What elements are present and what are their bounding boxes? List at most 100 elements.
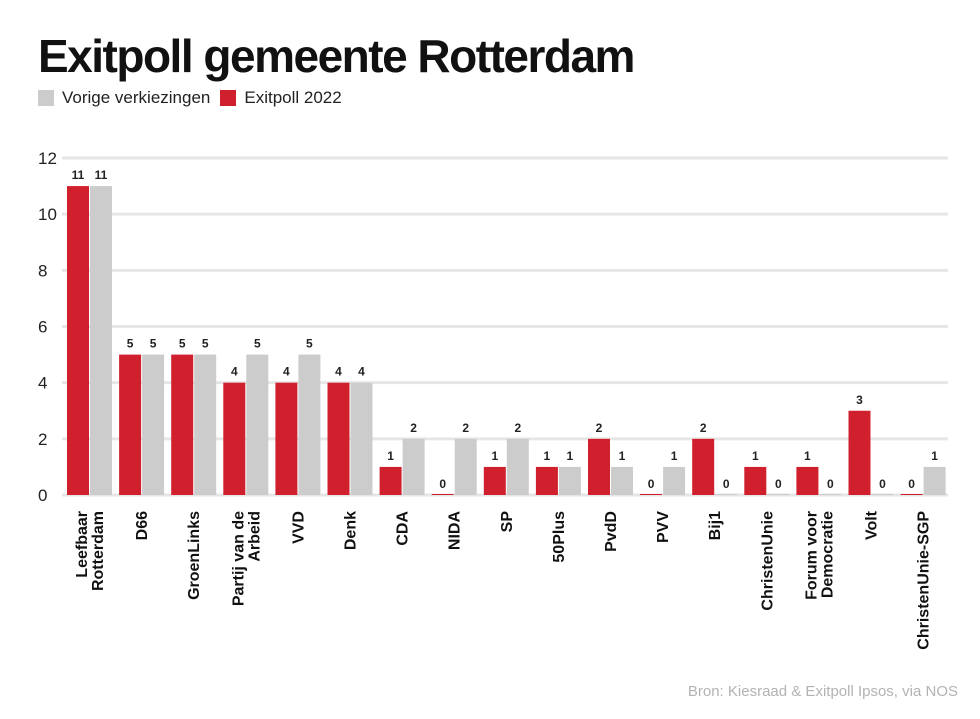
category-label-line: Rotterdam [90, 511, 107, 591]
category-label-line: SP [499, 511, 516, 533]
category-label-9: 50Plus [551, 511, 568, 563]
value-label-exitpoll-9: 1 [544, 449, 551, 463]
bar-vorige-9 [558, 466, 581, 495]
bar-exitpoll-16 [900, 494, 923, 495]
category-label-1: D66 [134, 511, 151, 540]
legend-label-vorige: Vorige verkiezingen [62, 88, 211, 107]
bar-vorige-4 [298, 354, 321, 495]
bar-vorige-10 [611, 466, 633, 495]
category-label-line: VVD [290, 511, 307, 544]
category-label-line: Leefbaar [74, 511, 91, 578]
value-label-vorige-15: 0 [879, 477, 886, 491]
bar-exitpoll-9 [535, 466, 558, 495]
bar-vorige-12 [715, 494, 738, 495]
bar-exitpoll-3 [223, 382, 246, 495]
bar-vorige-11 [663, 466, 686, 495]
category-label-8: SP [499, 511, 516, 533]
legend-swatch-exitpoll [220, 90, 237, 106]
value-label-vorige-12: 0 [723, 477, 730, 491]
category-label-4: VVD [290, 511, 307, 544]
bar-vorige-1 [142, 354, 165, 495]
value-label-vorige-8: 2 [514, 421, 521, 435]
value-label-exitpoll-10: 2 [596, 421, 603, 435]
bar-vorige-3 [246, 354, 269, 495]
bar-exitpoll-4 [275, 382, 298, 495]
bar-vorige-15 [871, 494, 894, 495]
value-label-exitpoll-0: 11 [72, 168, 85, 182]
bar-vorige-2 [194, 354, 217, 495]
bar-exitpoll-6 [379, 466, 402, 495]
y-tick-label-6: 6 [38, 318, 47, 337]
category-label-line: PVV [655, 511, 672, 543]
category-label-6: CDA [395, 511, 412, 546]
legend-item-vorige: Vorige verkiezingen [38, 88, 210, 108]
value-label-exitpoll-12: 2 [700, 421, 707, 435]
category-label-14: Forum voorDemocratie [803, 511, 836, 600]
value-label-exitpoll-3: 4 [231, 365, 238, 379]
bar-vorige-0 [90, 186, 112, 496]
bar-exitpoll-5 [327, 382, 350, 495]
value-label-exitpoll-1: 5 [127, 337, 134, 351]
y-tick-label-2: 2 [38, 430, 47, 449]
value-label-exitpoll-14: 1 [804, 449, 811, 463]
category-label-7: NIDA [447, 511, 464, 551]
category-label-line: NIDA [447, 511, 464, 551]
value-label-vorige-14: 0 [827, 477, 834, 491]
y-tick-label-10: 10 [38, 205, 57, 224]
value-label-vorige-13: 0 [775, 477, 782, 491]
value-label-exitpoll-11: 0 [648, 477, 655, 491]
value-label-vorige-10: 1 [619, 449, 626, 463]
bar-vorige-7 [454, 438, 477, 495]
category-label-line: Forum voor [803, 511, 820, 600]
value-label-vorige-4: 5 [306, 337, 313, 351]
bar-exitpoll-0 [67, 186, 89, 496]
category-label-2: GroenLinks [186, 511, 203, 600]
bar-vorige-16 [923, 466, 946, 495]
category-label-line: Volt [864, 510, 881, 540]
value-label-exitpoll-4: 4 [283, 365, 290, 379]
legend: Vorige verkiezingen Exitpoll 2022 [38, 88, 352, 108]
bar-exitpoll-14 [796, 466, 819, 495]
bar-exitpoll-8 [483, 466, 506, 495]
category-label-16: ChristenUnie-SGP [916, 511, 933, 650]
category-label-line: Bij1 [707, 511, 724, 540]
bar-vorige-13 [767, 494, 790, 495]
value-label-exitpoll-2: 5 [179, 337, 186, 351]
y-tick-label-12: 12 [38, 149, 57, 168]
bar-exitpoll-1 [119, 354, 142, 495]
category-label-line: ChristenUnie [759, 511, 776, 611]
legend-label-exitpoll: Exitpoll 2022 [244, 88, 342, 107]
value-label-vorige-16: 1 [931, 449, 938, 463]
value-label-vorige-5: 4 [358, 365, 365, 379]
category-label-line: GroenLinks [186, 511, 203, 600]
category-label-line: D66 [134, 511, 151, 540]
y-tick-label-4: 4 [38, 374, 47, 393]
chart-title: Exitpoll gemeente Rotterdam [38, 30, 635, 82]
category-label-3: Partij van deArbeid [230, 511, 263, 606]
category-label-line: 50Plus [551, 511, 568, 563]
value-label-exitpoll-13: 1 [752, 449, 759, 463]
value-label-vorige-0: 11 [95, 168, 108, 182]
value-label-exitpoll-5: 4 [335, 365, 342, 379]
bar-exitpoll-2 [171, 354, 194, 495]
value-label-exitpoll-16: 0 [908, 477, 915, 491]
bar-exitpoll-12 [692, 438, 715, 495]
value-label-exitpoll-7: 0 [439, 477, 446, 491]
bar-exitpoll-15 [848, 410, 871, 495]
source-note: Bron: Kiesraad & Exitpoll Ipsos, via NOS [687, 683, 958, 700]
legend-item-exitpoll: Exitpoll 2022 [220, 88, 342, 108]
category-label-line: Denk [343, 511, 360, 550]
value-label-vorige-11: 1 [671, 449, 678, 463]
value-label-exitpoll-8: 1 [491, 449, 498, 463]
category-label-13: ChristenUnie [759, 511, 776, 611]
bar-vorige-6 [402, 438, 425, 495]
bar-exitpoll-7 [431, 494, 454, 495]
category-label-11: PVV [655, 511, 672, 543]
category-label-12: Bij1 [707, 511, 724, 540]
value-label-vorige-3: 5 [254, 337, 261, 351]
category-label-line: Democratie [819, 511, 836, 598]
y-tick-label-8: 8 [38, 261, 47, 280]
category-label-0: LeefbaarRotterdam [74, 511, 107, 591]
bar-exitpoll-11 [640, 494, 663, 495]
category-label-10: PvdD [603, 511, 620, 552]
